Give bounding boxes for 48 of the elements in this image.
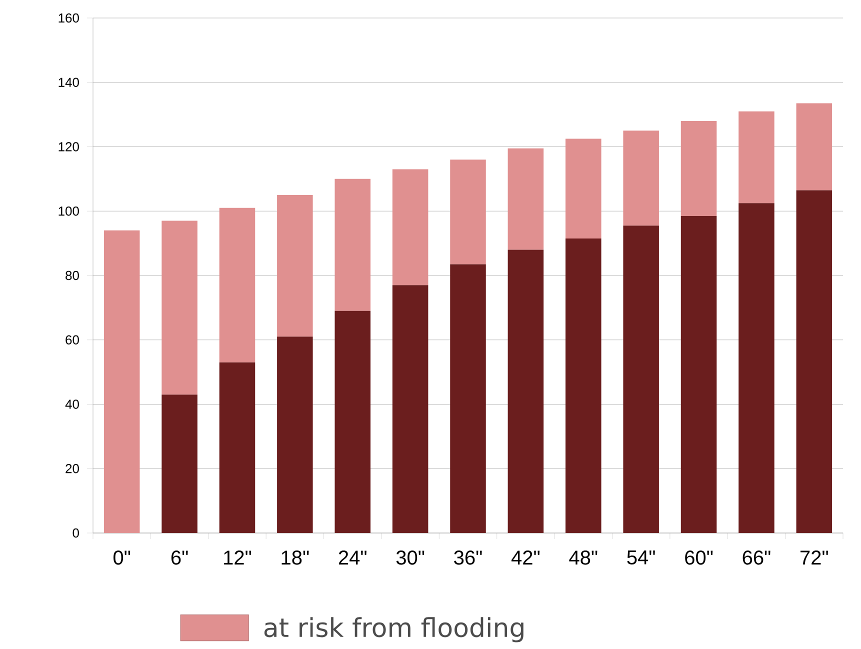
bar: [450, 160, 486, 264]
x-tick-label: 30": [396, 550, 424, 565]
bar: [334, 310, 371, 533]
x-tick-label: 54": [627, 550, 655, 564]
y-tick-label: 20: [66, 464, 79, 474]
bar: [392, 285, 428, 533]
x-tick-label: 6": [171, 550, 188, 565]
x-tick-label: 48": [569, 550, 598, 565]
bar: [566, 238, 602, 533]
bar: [450, 264, 486, 533]
bar: [623, 130, 659, 226]
bar: [738, 203, 774, 533]
x-tick-label: 36": [454, 550, 482, 565]
y-tick-label: 160: [58, 13, 79, 23]
x-tick-label: 24": [338, 550, 366, 564]
bar: [219, 362, 256, 533]
y-tick-label: 40: [65, 400, 79, 409]
x-tick-label: 12": [224, 550, 252, 564]
y-tick-label: 80: [66, 270, 79, 280]
bar: [277, 336, 313, 533]
bar: [566, 138, 602, 238]
y-tick-label: 60: [66, 335, 79, 344]
y-tick-label: 0: [72, 528, 79, 538]
bar: [219, 208, 256, 362]
bar: [680, 120, 717, 216]
bar: [392, 169, 428, 286]
bar: [162, 220, 198, 395]
y-tick-label: 100: [58, 206, 79, 216]
bar: [796, 190, 832, 533]
x-tick-label: 72": [800, 550, 828, 564]
legend-label: at risk from flooding: [264, 617, 524, 642]
x-tick-label: 42": [511, 550, 540, 564]
bar: [508, 148, 544, 250]
bar: [623, 226, 659, 533]
bar: [508, 250, 544, 533]
x-tick-label: 60": [685, 550, 713, 565]
x-tick-label: 0": [114, 550, 130, 565]
bar: [738, 111, 774, 204]
bar: [796, 103, 832, 190]
y-tick-label: 140: [58, 78, 79, 87]
y-tick-label: 120: [58, 142, 79, 152]
bar: [680, 216, 717, 533]
bar: [104, 230, 140, 533]
bar: [162, 394, 198, 533]
bar: [334, 178, 371, 311]
x-tick-label: 18": [282, 550, 309, 565]
x-tick-label: 66": [742, 550, 770, 565]
bar: [277, 195, 313, 337]
